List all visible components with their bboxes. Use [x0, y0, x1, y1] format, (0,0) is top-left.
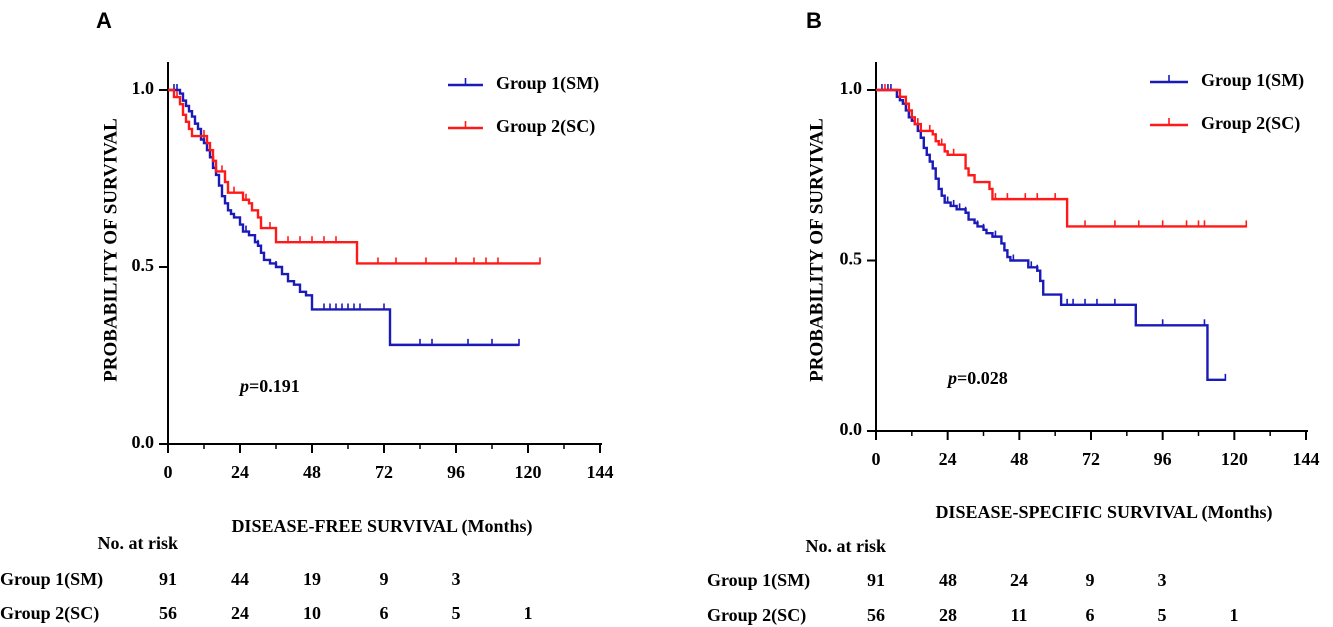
risk-table-value: 19: [303, 569, 321, 589]
risk-table-value: 48: [939, 570, 957, 590]
risk-table-value: 56: [159, 603, 177, 623]
risk-table-value: 6: [380, 603, 389, 623]
x-tick-label: 144: [1293, 449, 1320, 469]
risk-table-value: 10: [303, 603, 321, 623]
risk-table-row-label: Group 2(SC): [707, 605, 806, 626]
panel-label: A: [96, 8, 112, 33]
risk-table-value: 91: [867, 570, 885, 590]
panel-label: B: [806, 8, 822, 33]
x-tick-label: 0: [872, 449, 881, 469]
risk-table-row-label: Group 1(SM): [0, 569, 103, 590]
group1-series: [168, 84, 520, 347]
risk-table-value: 11: [1010, 605, 1027, 625]
risk-table-title: No. at risk: [98, 533, 179, 553]
risk-table-value: 56: [867, 605, 885, 625]
x-tick-label: 144: [587, 462, 614, 482]
x-tick-label: 24: [231, 462, 249, 482]
group1-legend-label: Group 1(SM): [496, 73, 599, 94]
group1-survival-curve: [876, 88, 1226, 382]
y-tick-label: 0.5: [132, 255, 155, 275]
risk-table-value: 3: [452, 569, 461, 589]
risk-table-value: 1: [1230, 605, 1239, 625]
y-tick-label: 0.0: [132, 432, 155, 452]
x-axis-label: DISEASE-FREE SURVIVAL (Months): [231, 516, 532, 537]
x-tick-label: 120: [515, 462, 542, 482]
risk-table-value: 9: [380, 569, 389, 589]
risk-table-value: 44: [231, 569, 249, 589]
risk-table-value: 1: [524, 603, 533, 623]
x-axis-label: DISEASE-SPECIFIC SURVIVAL (Months): [935, 502, 1272, 523]
x-tick-label: 96: [1154, 449, 1172, 469]
p-value-annotation: p=0.028: [946, 368, 1008, 388]
risk-table: No. at risk Group 1(SM) 91 48 24 9 3 Group 2(SC…: [707, 536, 1239, 626]
x-tick-label: 0: [164, 462, 173, 482]
group2-survival-curve: [876, 88, 1247, 228]
risk-table-title: No. at risk: [806, 536, 887, 556]
x-tick-label: 48: [303, 462, 321, 482]
group1-series: [876, 84, 1227, 382]
y-tick-label: 1.0: [132, 78, 155, 98]
risk-table: No. at risk Group 1(SM) 91 44 19 9 3 Group 2(SC…: [0, 533, 533, 624]
x-tick-label: 96: [447, 462, 465, 482]
risk-table-value: 91: [159, 569, 177, 589]
group2-legend-label: Group 2(SC): [496, 116, 595, 137]
group2-series: [876, 84, 1248, 228]
x-tick-label: 48: [1010, 449, 1028, 469]
risk-table-value: 24: [231, 603, 249, 623]
group2-series: [168, 88, 541, 265]
risk-table-row-label: Group 2(SC): [0, 603, 99, 624]
risk-table-value: 24: [1010, 570, 1028, 590]
y-axis-label: PROBABILITY OF SURVIVAL: [100, 118, 121, 382]
risk-table-row-label: Group 1(SM): [707, 570, 810, 591]
y-tick-label: 0.5: [840, 249, 863, 269]
x-tick-label: 72: [1082, 449, 1100, 469]
y-tick-label: 0.0: [840, 419, 863, 439]
risk-table-value: 28: [939, 605, 957, 625]
x-tick-label: 72: [375, 462, 393, 482]
risk-table-value: 9: [1086, 570, 1095, 590]
risk-table-value: 5: [1158, 605, 1167, 625]
risk-table-value: 6: [1086, 605, 1095, 625]
risk-table-value: 3: [1158, 570, 1167, 590]
group2-survival-curve: [168, 88, 540, 265]
y-axis-label: PROBABILITY OF SURVIVAL: [806, 118, 827, 382]
risk-table-value: 5: [452, 603, 461, 623]
x-tick-label: 24: [939, 449, 957, 469]
group1-legend-label: Group 1(SM): [1201, 70, 1304, 91]
group2-legend-label: Group 2(SC): [1201, 113, 1300, 134]
p-value-annotation: p=0.191: [238, 376, 300, 396]
x-tick-label: 120: [1221, 449, 1248, 469]
y-tick-label: 1.0: [840, 78, 863, 98]
